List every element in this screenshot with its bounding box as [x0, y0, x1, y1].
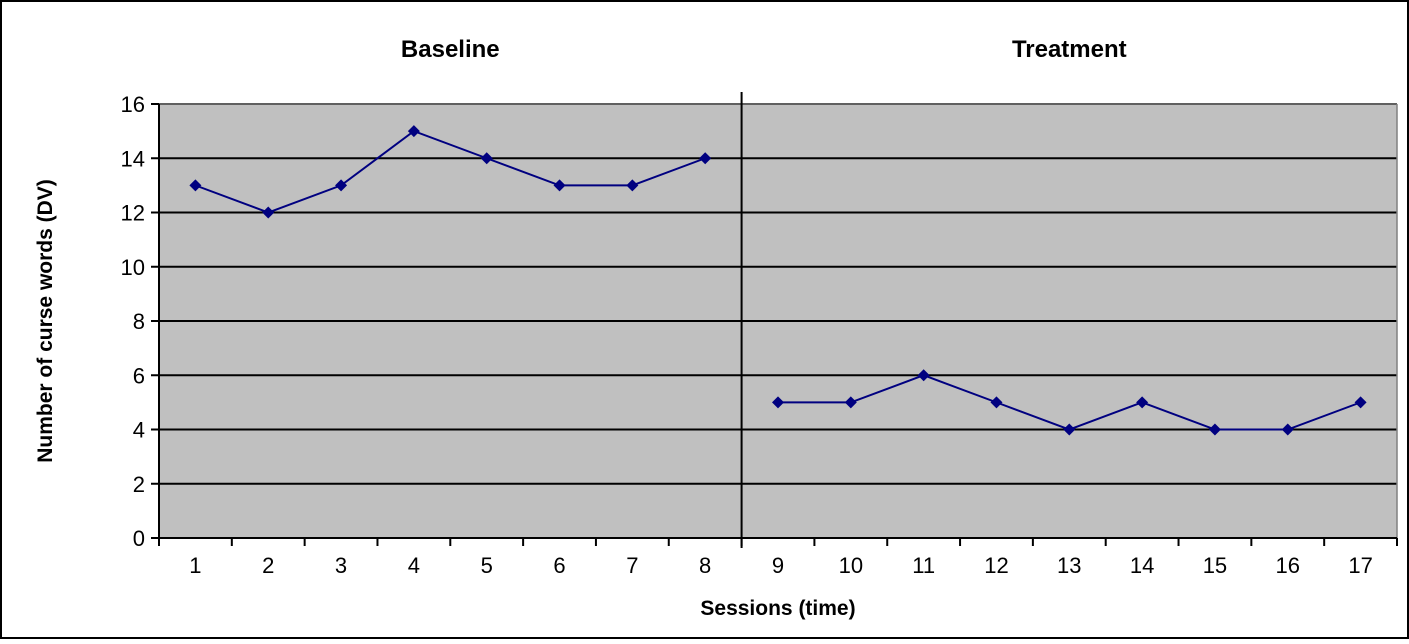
data-point	[1136, 396, 1149, 409]
y-tick-label: 4	[133, 418, 145, 443]
x-tick-label: 15	[1203, 553, 1227, 578]
x-tick-label: 13	[1057, 553, 1081, 578]
x-tick-label: 5	[481, 553, 493, 578]
x-tick-label: 6	[553, 553, 565, 578]
data-point	[335, 179, 348, 192]
data-point	[189, 179, 202, 192]
data-point	[626, 179, 639, 192]
x-tick-label: 14	[1130, 553, 1154, 578]
phase-label: Baseline	[401, 36, 500, 63]
x-tick-label: 4	[408, 553, 420, 578]
data-point	[699, 152, 712, 165]
y-tick-label: 6	[133, 363, 145, 388]
x-tick-label: 2	[262, 553, 274, 578]
gridlines	[159, 103, 1397, 485]
data-point	[1208, 423, 1221, 436]
data-series	[189, 125, 1367, 436]
data-point	[480, 152, 493, 165]
y-axis-title: Number of curse words (DV)	[34, 179, 57, 463]
x-tick-label: 16	[1276, 553, 1300, 578]
data-point	[1063, 423, 1076, 436]
y-tick-label: 8	[133, 309, 145, 334]
y-tick-label: 12	[121, 201, 145, 226]
data-point	[1281, 423, 1294, 436]
phase-label: Treatment	[1012, 36, 1127, 63]
x-tick-label: 11	[912, 553, 935, 578]
x-tick-label: 1	[189, 553, 201, 578]
x-tick-label: 12	[984, 553, 1008, 578]
phase-labels: Baseline Treatment	[401, 36, 1127, 63]
data-point	[262, 206, 275, 219]
y-tick-label: 16	[121, 92, 145, 117]
data-point	[407, 125, 420, 138]
x-tick-label: 9	[772, 553, 784, 578]
x-tick-label: 8	[699, 553, 711, 578]
data-point	[772, 396, 784, 409]
data-point	[1354, 396, 1367, 409]
y-tick-label: 10	[121, 255, 145, 280]
x-tick-label: 17	[1348, 553, 1372, 578]
data-point	[917, 369, 930, 382]
x-tick-label: 3	[335, 553, 347, 578]
data-point	[990, 396, 1003, 409]
data-point	[844, 396, 857, 409]
y-tick-label: 14	[121, 146, 145, 171]
data-point	[553, 179, 566, 192]
x-tick-label: 7	[626, 553, 638, 578]
x-axis-title: Sessions (time)	[700, 597, 855, 620]
x-tick-label: 10	[839, 553, 863, 578]
y-tick-label: 0	[133, 526, 145, 551]
y-tick-label: 2	[133, 472, 145, 497]
series-line	[195, 129, 706, 214]
